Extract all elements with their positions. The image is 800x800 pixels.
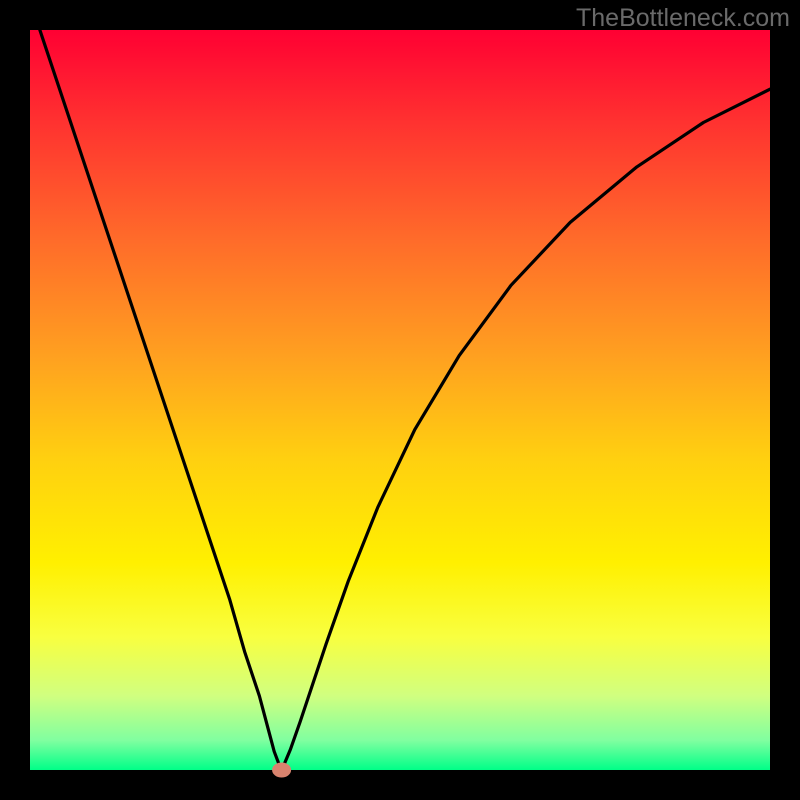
plot-background	[30, 30, 770, 770]
chart-svg	[0, 0, 800, 800]
watermark-text: TheBottleneck.com	[576, 4, 790, 33]
chart-container: TheBottleneck.com	[0, 0, 800, 800]
optimum-marker	[273, 763, 291, 777]
